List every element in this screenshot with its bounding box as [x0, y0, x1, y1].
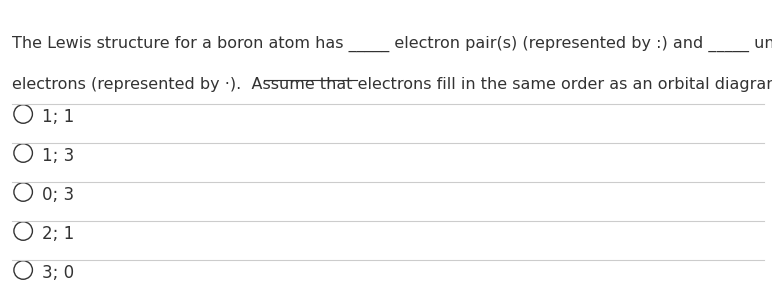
- Text: 0; 3: 0; 3: [42, 186, 75, 204]
- Text: 3; 0: 3; 0: [42, 264, 75, 282]
- Text: has _____ electron pair(s) (represented by :) and _____ unpaired: has _____ electron pair(s) (represented …: [310, 36, 772, 52]
- Text: The Lewis structure for a: The Lewis structure for a: [12, 36, 217, 51]
- Text: electrons (represented by ·).  Assume that electrons fill in the same order as a: electrons (represented by ·). Assume tha…: [12, 76, 772, 92]
- Text: 1; 3: 1; 3: [42, 147, 75, 165]
- Text: 2; 1: 2; 1: [42, 225, 75, 243]
- Text: boron atom: boron atom: [217, 36, 310, 51]
- Text: 1; 1: 1; 1: [42, 108, 75, 126]
